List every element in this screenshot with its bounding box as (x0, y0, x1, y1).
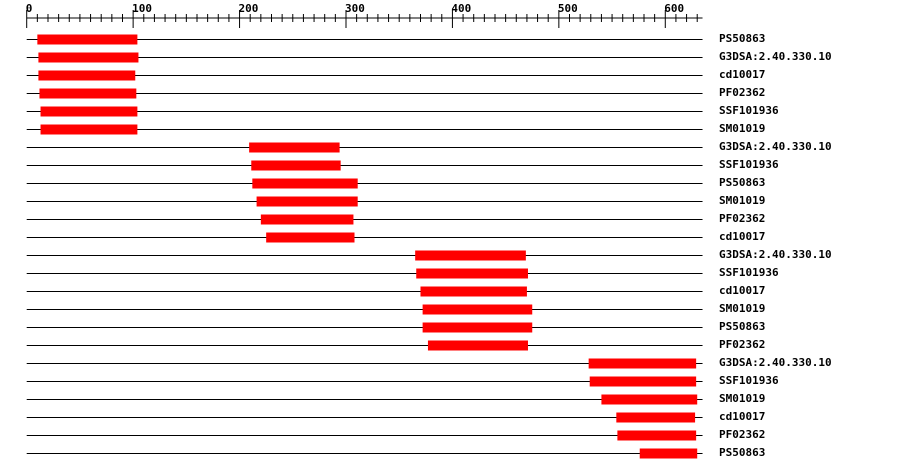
track-label: SSF101936 (719, 104, 779, 117)
track-label: G3DSA:2.40.330.10 (719, 248, 832, 261)
domain-bar (266, 232, 355, 243)
domain-bar (589, 376, 697, 387)
track-label: PF02362 (719, 86, 766, 99)
domain-bar (415, 250, 526, 261)
tick-label: 100 (132, 2, 152, 15)
track-label: PF02362 (719, 338, 766, 351)
track-label: SM01019 (719, 194, 766, 207)
domain-bar (38, 70, 136, 81)
track-label: SSF101936 (719, 158, 779, 171)
domain-bar (252, 178, 358, 189)
track-label: G3DSA:2.40.330.10 (719, 50, 832, 63)
domain-bar (251, 160, 341, 171)
track-label: cd10017 (719, 68, 766, 81)
track-label: G3DSA:2.40.330.10 (719, 140, 832, 153)
domain-bar (639, 448, 698, 459)
domain-bar (256, 196, 358, 207)
track-label: cd10017 (719, 410, 766, 423)
domain-bar (38, 52, 139, 63)
domain-bar (416, 268, 528, 279)
track-label: PS50863 (719, 176, 766, 189)
track-label: PS50863 (719, 32, 766, 45)
domain-bar (260, 214, 354, 225)
tick-label: 400 (451, 2, 471, 15)
track-label: cd10017 (719, 230, 766, 243)
domain-bar (37, 34, 138, 45)
domain-bar (617, 430, 697, 441)
tick-label: 200 (239, 2, 259, 15)
domain-bar (420, 286, 527, 297)
tick-label: 0 (26, 2, 33, 15)
domain-bar (616, 412, 696, 423)
domain-bar (588, 358, 697, 369)
tick-label: 300 (345, 2, 365, 15)
track-label: cd10017 (719, 284, 766, 297)
track-label: SM01019 (719, 122, 766, 135)
domain-bar (422, 322, 533, 333)
domain-bar (40, 124, 138, 135)
domain-bar (601, 394, 698, 405)
track-label: SM01019 (719, 302, 766, 315)
tick-label: 500 (558, 2, 578, 15)
track-label: PS50863 (719, 446, 766, 459)
domain-bar (39, 88, 137, 99)
track-label: PF02362 (719, 212, 766, 225)
domain-bar (40, 106, 138, 117)
track-label: G3DSA:2.40.330.10 (719, 356, 832, 369)
track-label: SM01019 (719, 392, 766, 405)
domain-bar (427, 340, 528, 351)
track-label: PS50863 (719, 320, 766, 333)
domain-bar (422, 304, 533, 315)
track-label: PF02362 (719, 428, 766, 441)
track-label: SSF101936 (719, 266, 779, 279)
track-label: SSF101936 (719, 374, 779, 387)
domain-bar (249, 142, 340, 153)
tick-label: 600 (664, 2, 684, 15)
